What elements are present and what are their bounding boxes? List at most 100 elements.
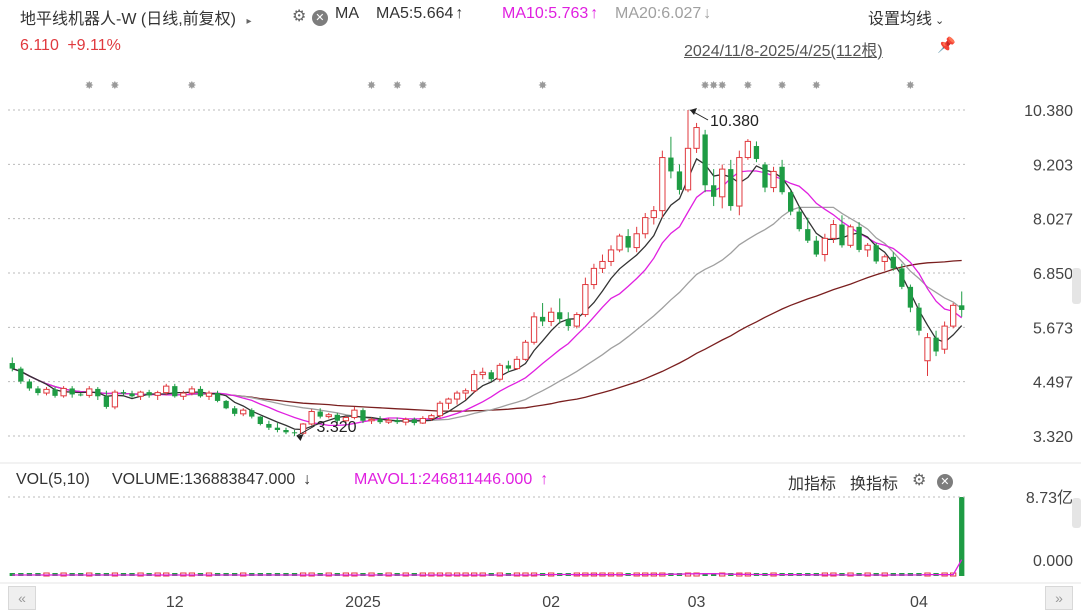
candle-body-down — [779, 166, 785, 193]
indicator-controls: ⚙ ✕ — [292, 6, 328, 26]
candle-body-up — [573, 314, 580, 327]
candle-body-down — [796, 211, 802, 230]
candle-body-down — [788, 192, 794, 212]
candle-body-down — [266, 423, 272, 428]
candle-body-down — [557, 312, 563, 320]
volume-scroll-handle[interactable] — [1072, 498, 1081, 528]
expand-arrow-icon[interactable]: ▸ — [246, 16, 252, 27]
volume-close-icon[interactable]: ✕ — [936, 474, 953, 490]
candle-body-up — [548, 311, 555, 322]
candle-body-down — [668, 157, 674, 172]
candle-body-up — [163, 385, 170, 394]
chevron-down-icon: ⌄ — [935, 15, 945, 27]
candle-body-up — [736, 157, 743, 207]
candle-body-up — [154, 392, 161, 396]
candle-body-down — [907, 286, 914, 308]
candle-body-down — [625, 236, 631, 248]
candle-body-down — [257, 416, 263, 424]
candle-body-down — [873, 245, 879, 262]
event-marker-icon: ✸ — [85, 80, 94, 92]
candle-body-down — [214, 393, 221, 401]
candle-body-down — [702, 134, 708, 186]
candle-body-down — [676, 171, 683, 190]
candle-body-up — [582, 284, 589, 316]
candle-body-up — [650, 210, 657, 219]
candle-body-down — [274, 427, 281, 430]
close-icon[interactable]: ✕ — [311, 10, 328, 26]
volume-gear-icon[interactable]: ⚙ — [912, 472, 927, 489]
candle-body-down — [223, 400, 229, 409]
candle-body-up — [471, 374, 478, 392]
candle-body-up — [530, 316, 538, 343]
ma10-line — [12, 170, 963, 427]
y-tick-label: 9.203 — [1033, 157, 1073, 174]
x-tick-label: 04 — [910, 594, 928, 611]
candle-body-down — [856, 226, 862, 250]
gear-icon[interactable]: ⚙ — [292, 8, 307, 25]
candle-body-down — [916, 307, 922, 331]
vol-label: VOL(5,10) — [16, 471, 90, 488]
candle-body-down — [129, 393, 135, 397]
stock-name[interactable]: 地平线机器人-W — [20, 11, 137, 28]
candle-body-down — [172, 386, 178, 397]
candle-body-up — [342, 417, 350, 422]
candle-body-down — [197, 388, 204, 397]
right-scroll-handle[interactable] — [1072, 268, 1081, 304]
candle-body-up — [428, 415, 435, 419]
scroll-left-button[interactable]: « — [8, 586, 36, 610]
volume-controls: ⚙ ✕ — [912, 470, 953, 490]
candle-body-up — [941, 325, 948, 350]
candle-body-down — [539, 316, 546, 322]
candle-body-up — [522, 341, 529, 360]
date-range[interactable]: 2024/11/8-2025/4/25(112根) — [684, 43, 883, 60]
ma10-up-arrow-icon: ↑ — [590, 5, 599, 22]
candle-body-up — [633, 233, 640, 249]
ma-settings-button[interactable]: 设置均线 ⌄ — [868, 11, 945, 28]
event-marker-icon: ✸ — [718, 80, 727, 92]
candle-body-down — [728, 169, 734, 207]
candle-body-down — [411, 419, 417, 424]
volume-bar-down — [702, 573, 708, 576]
candle-body-down — [565, 319, 571, 327]
candle-body-up — [599, 260, 606, 269]
candle-body-down — [291, 432, 298, 434]
candle-body-down — [839, 224, 845, 246]
y-tick-label: 5.673 — [1033, 320, 1073, 337]
y-tick-label: 4.497 — [1033, 375, 1073, 392]
candle-body-up — [325, 414, 332, 418]
event-marker-icon: ✸ — [418, 80, 427, 92]
candle-body-up — [351, 409, 358, 419]
annotation-label: 3.320 — [317, 419, 357, 436]
candle-body-up — [719, 168, 726, 198]
event-marker-icon: ✸ — [906, 80, 915, 92]
add-indicator-button[interactable]: 加指标 — [788, 476, 837, 493]
volume-value: VOLUME:136883847.000 ↓ — [112, 471, 312, 488]
header-bar: 地平线机器人-W (日线,前复权) ▸ — [20, 5, 251, 29]
candle-body-up — [864, 244, 871, 251]
candle-body-up — [43, 388, 50, 394]
candle-body-down — [232, 408, 238, 414]
y-tick-label: 3.320 — [1033, 429, 1073, 446]
ma10-value: MA10:5.763 ↑ — [502, 5, 599, 22]
candle-body-down — [52, 389, 58, 396]
volume-down-arrow-icon: ↓ — [303, 471, 312, 488]
event-marker-icon: ✸ — [743, 80, 752, 92]
candle-body-up — [496, 364, 503, 380]
candle-body-down — [890, 256, 896, 269]
candle-body-up — [299, 423, 307, 434]
current-price: 6.110 — [20, 37, 59, 54]
candle-body-down — [488, 372, 494, 380]
candle-body-up — [513, 358, 521, 370]
candle-body-down — [249, 410, 255, 417]
switch-indicator-button[interactable]: 换指标 — [850, 476, 899, 493]
candle-body-down — [762, 164, 768, 188]
annotation-arrowhead — [690, 108, 698, 115]
event-marker-icon: ✸ — [701, 80, 710, 92]
candle-body-down — [35, 388, 41, 394]
volume-bar-down — [9, 573, 15, 576]
scroll-right-button[interactable]: » — [1045, 586, 1073, 610]
candle-body-up — [86, 388, 93, 396]
pin-icon[interactable]: 📌 — [937, 37, 956, 54]
ma5-value: MA5:5.664 ↑ — [376, 5, 464, 22]
candle-body-down — [394, 420, 400, 423]
